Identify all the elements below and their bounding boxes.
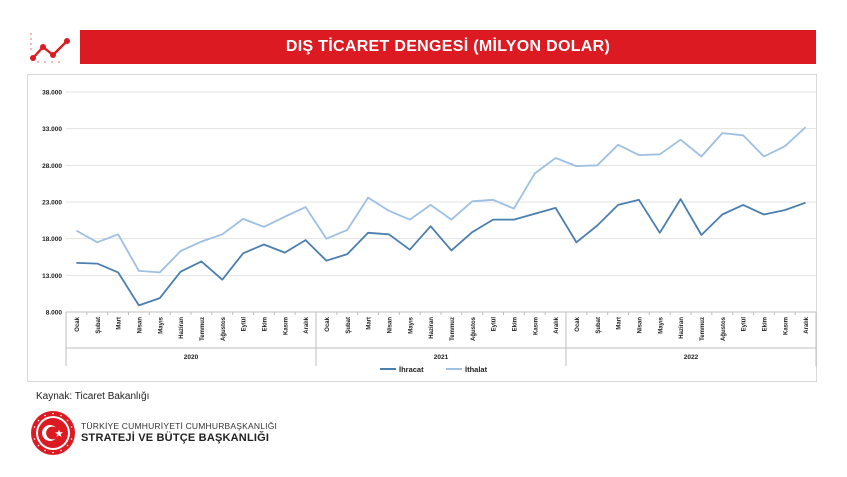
line-chart-icon: [30, 33, 70, 63]
x-tick-label: Mart: [117, 317, 123, 330]
x-tick-label: Aralık: [304, 316, 310, 333]
x-tick-label: Nisan: [137, 317, 143, 334]
y-tick-label: 23.000: [42, 200, 62, 207]
x-tick-label: Nisan: [637, 317, 643, 334]
x-tick-label: Haziran: [179, 317, 185, 339]
x-tick-label: Ekim: [262, 317, 268, 331]
chart-title: DIŞ TİCARET DENGESİ (MİLYON DOLAR): [285, 38, 611, 55]
x-tick-label: Ağustos: [221, 316, 227, 341]
x-tick-label: Ocak: [575, 316, 581, 331]
x-tick-label: Aralık: [554, 316, 560, 333]
x-tick-label: Kasım: [533, 317, 539, 335]
legend-label: İthalat: [465, 365, 488, 374]
org-name-line1: TÜRKİYE CUMHURİYETİ CUMHURBAŞKANLIĞI: [81, 421, 278, 431]
legend-label: İhracat: [399, 365, 424, 374]
year-label: 2020: [184, 354, 199, 361]
x-tick-label: Nisan: [387, 317, 393, 334]
x-tick-label: Eylül: [242, 317, 248, 332]
x-tick-label: Ağustos: [721, 316, 727, 341]
x-tick-label: Şubat: [96, 317, 102, 334]
x-tick-label: Temmuz: [450, 317, 456, 341]
org-name-line2: STRATEJİ VE BÜTÇE BAŞKANLIĞI: [81, 432, 270, 444]
x-tick-label: Eylül: [742, 317, 748, 332]
x-tick-label: Haziran: [429, 317, 435, 339]
series-line-ihracat: [76, 198, 806, 307]
year-label: 2022: [684, 354, 699, 361]
x-tick-label: Kasım: [283, 317, 289, 335]
x-tick-label: Mart: [367, 317, 373, 330]
x-tick-label: Ağustos: [471, 316, 477, 341]
x-tick-label: Eylül: [492, 317, 498, 332]
x-tick-label: Ekim: [762, 317, 768, 331]
y-tick-label: 18.000: [42, 236, 62, 243]
x-tick-label: Mart: [617, 317, 623, 330]
x-tick-label: Haziran: [679, 317, 685, 339]
x-tick-label: Ocak: [325, 316, 331, 331]
x-tick-label: Temmuz: [200, 317, 206, 341]
series-line-ithalat: [75, 126, 807, 274]
x-tick-label: Mayıs: [408, 316, 414, 333]
crescent-star-seal-icon: [31, 411, 75, 455]
y-tick-label: 8.000: [46, 310, 63, 317]
x-tick-label: Mayıs: [658, 316, 664, 333]
line-chart: 8.000 13.000 18.000 23.000 28.000 33.000 38.00…: [42, 90, 817, 374]
x-tick-label: Kasım: [783, 317, 789, 335]
source-note: Kaynak: Ticaret Bakanlığı: [36, 391, 150, 402]
y-tick-label: 33.000: [42, 126, 62, 133]
y-tick-label: 28.000: [42, 163, 62, 170]
x-tick-label: Aralık: [804, 316, 810, 333]
chart-title-banner: DIŞ TİCARET DENGESİ (MİLYON DOLAR): [80, 30, 816, 64]
x-tick-label: Ekim: [512, 317, 518, 331]
y-tick-label: 13.000: [42, 273, 62, 280]
x-tick-label: Temmuz: [700, 317, 706, 341]
year-label: 2021: [434, 354, 449, 361]
chart-area: 8.000 13.000 18.000 23.000 28.000 33.000 38.00…: [27, 74, 817, 382]
x-tick-label: Şubat: [596, 317, 602, 334]
x-tick-label: Şubat: [346, 317, 352, 334]
x-tick-label: Ocak: [75, 316, 81, 331]
x-tick-label: Mayıs: [158, 316, 164, 333]
y-tick-label: 38.000: [42, 90, 62, 97]
